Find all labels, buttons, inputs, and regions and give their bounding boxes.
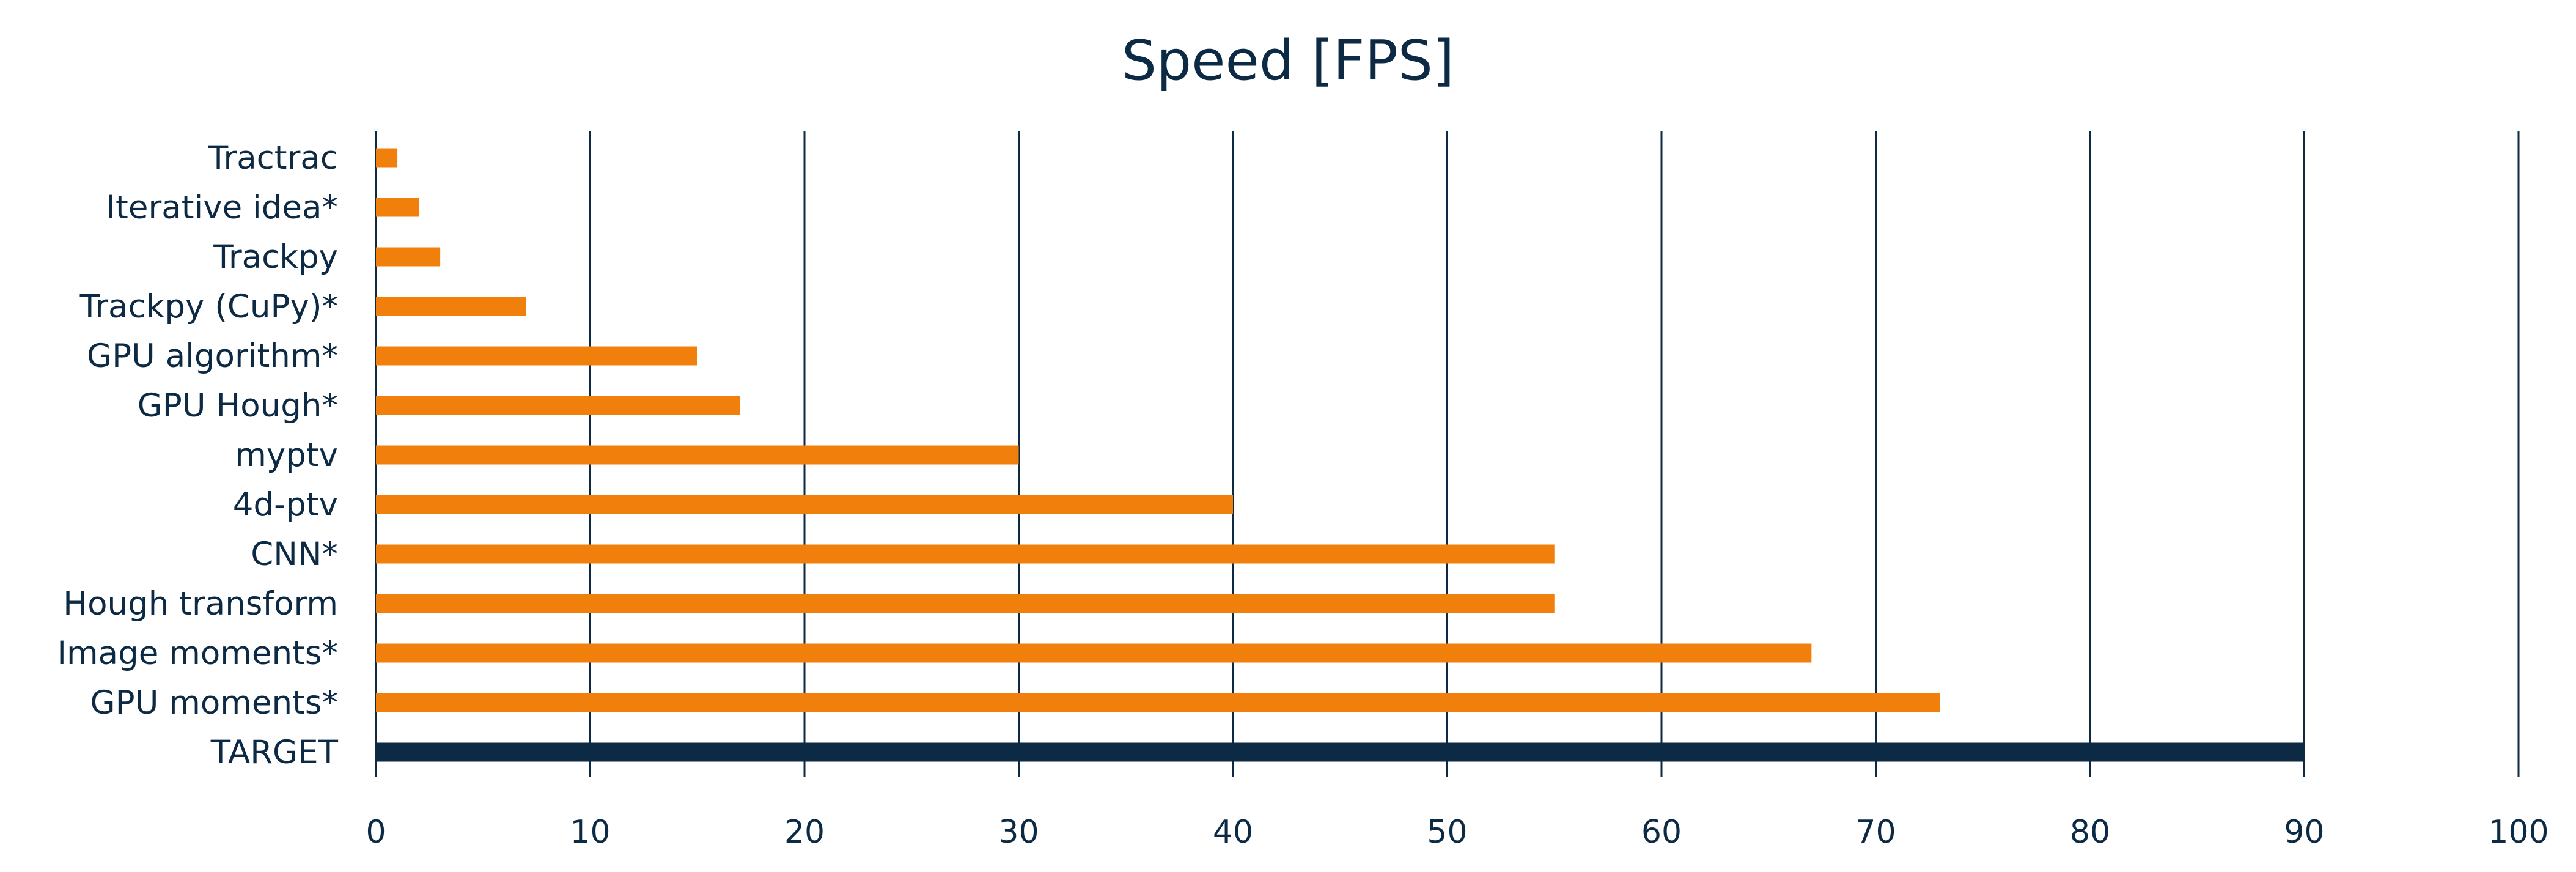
bar-gpu-moments: [376, 693, 1940, 712]
category-label: CNN*: [251, 536, 338, 573]
x-tick-label: 20: [784, 814, 825, 851]
category-label: GPU moments*: [90, 684, 338, 722]
bar-tractrac: [376, 148, 398, 168]
x-tick-label: 40: [1213, 814, 1253, 851]
bar-image-moments: [376, 643, 1812, 663]
bar-gpu-algorithm: [376, 346, 697, 366]
category-label: Tractrac: [208, 139, 338, 177]
x-tick-label: 30: [998, 814, 1039, 851]
bar-cnn: [376, 544, 1555, 564]
category-label: TARGET: [210, 734, 339, 771]
grid-lines: [375, 131, 2520, 777]
bar-gpu-hough: [376, 396, 740, 415]
bar-iterative-idea: [376, 198, 419, 217]
x-tick-label: 0: [366, 814, 386, 851]
x-tick-label: 60: [1641, 814, 1682, 851]
category-label: Hough transform: [63, 585, 338, 623]
category-label: Image moments*: [57, 635, 338, 672]
x-tick-label: 90: [2284, 814, 2324, 851]
category-label: Trackpy: [213, 238, 338, 276]
category-label: GPU Hough*: [138, 387, 338, 424]
bar-myptv: [376, 445, 1019, 465]
bar-4d-ptv: [376, 495, 1233, 514]
category-label: Iterative idea*: [106, 189, 338, 226]
bars: [376, 148, 2305, 762]
bar-trackpy: [376, 247, 441, 267]
category-label: myptv: [235, 437, 338, 474]
x-tick-label: 70: [1855, 814, 1896, 851]
x-tick-label: 50: [1427, 814, 1467, 851]
x-tick-label: 80: [2070, 814, 2110, 851]
x-tick-label: 100: [2488, 814, 2548, 851]
x-tick-labels: 0 10 20 30 40 50 60 70 80 90 100: [366, 814, 2548, 851]
category-label: GPU algorithm*: [87, 338, 338, 375]
bar-hough-transform: [376, 594, 1555, 613]
category-labels: Tractrac Iterative idea* Trackpy Trackpy (C…: [57, 139, 338, 771]
chart-title: Speed [FPS]: [1122, 29, 1454, 93]
bar-target: [376, 742, 2305, 762]
x-tick-label: 10: [570, 814, 610, 851]
category-label: 4d-ptv: [233, 486, 338, 523]
category-label: Trackpy (CuPy)*: [79, 288, 338, 325]
bar-trackpy-cupy: [376, 297, 526, 316]
